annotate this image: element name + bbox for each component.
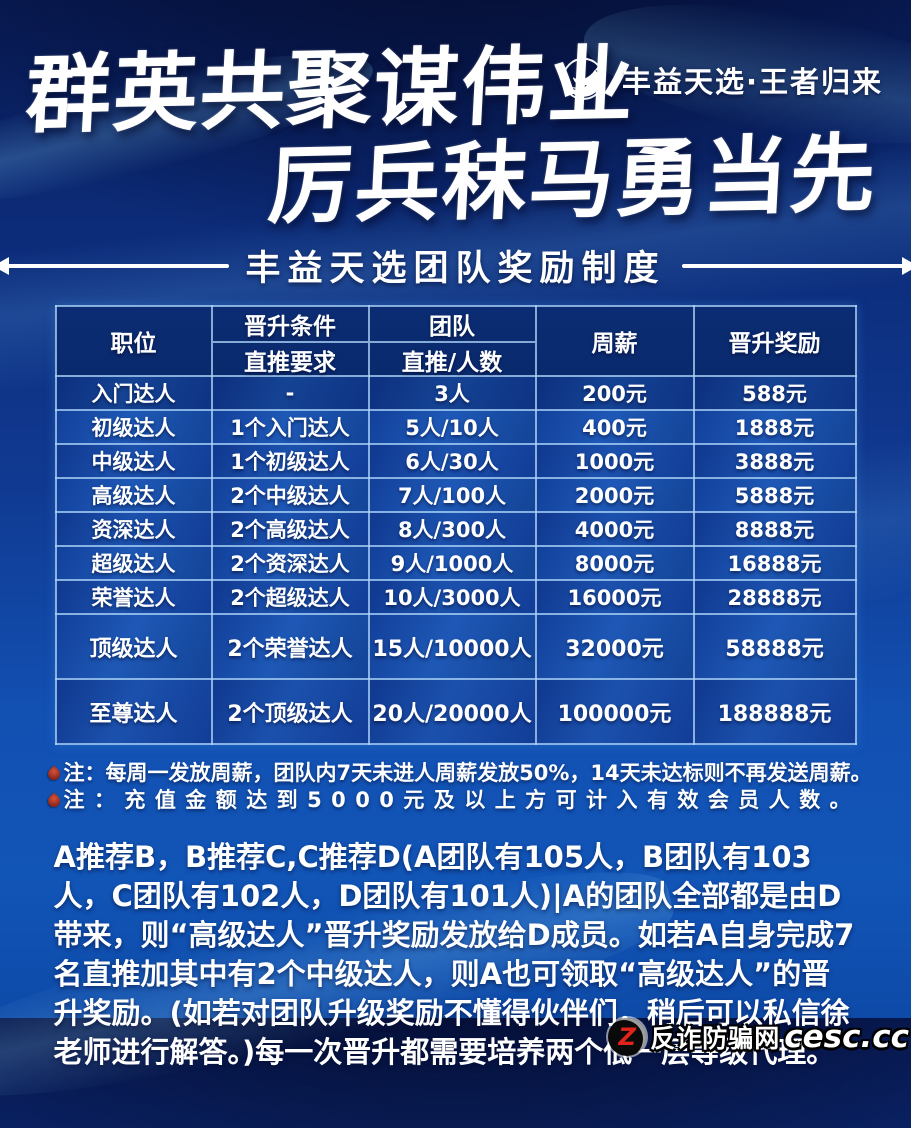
droplet-icon bbox=[45, 765, 62, 783]
cell-weekly: 8000元 bbox=[534, 545, 695, 582]
note-line: 注：每周一发放周薪，团队内7天未进人周薪发放50%，14天未达标则不再发送周薪。 bbox=[45, 760, 872, 787]
cell-bonus: 58888元 bbox=[692, 613, 857, 681]
table-row: 中级达人 1个初级达人 6人/30人 1000元 3888元 bbox=[54, 443, 857, 480]
cell-requirement: 2个超级达人 bbox=[210, 579, 370, 616]
cell-requirement: 2个资深达人 bbox=[210, 545, 370, 582]
header-condition-top: 晋升条件 bbox=[244, 314, 336, 341]
watermark-z-glyph: Z bbox=[618, 1023, 636, 1051]
table-header-row: 职位 晋升条件 直推要求 团队 直推/人数 周薪 晋升奖励 bbox=[54, 305, 857, 378]
cell-requirement: 2个中级达人 bbox=[210, 477, 370, 514]
cell-position: 顶级达人 bbox=[54, 613, 213, 681]
title-line-2: 厉兵秣马勇当先 bbox=[265, 125, 880, 237]
cell-position: 初级达人 bbox=[54, 409, 213, 446]
notes: 注：每周一发放周薪，团队内7天未进人周薪发放50%，14天未达标则不再发送周薪。… bbox=[45, 760, 872, 814]
cell-team: 9人/1000人 bbox=[367, 545, 537, 582]
note-line: 注：充值金额达到5000元及以上方可计入有效会员人数。 bbox=[45, 787, 864, 814]
cell-team: 6人/30人 bbox=[367, 443, 537, 480]
cell-weekly: 1000元 bbox=[534, 443, 695, 480]
table-row: 入门达人 - 3人 200元 588元 bbox=[54, 375, 857, 412]
cell-bonus: 8888元 bbox=[692, 511, 857, 548]
header-team-bottom: 直推/人数 bbox=[369, 341, 535, 377]
note-text: 注：每周一发放周薪，团队内7天未进人周薪发放50%，14天未达标则不再发送周薪。 bbox=[63, 761, 872, 786]
cell-team: 15人/10000人 bbox=[367, 613, 537, 681]
banner-label: 丰益天选团队奖励制度 bbox=[245, 249, 666, 290]
table-row: 至尊达人 2个顶级达人 20人/20000人 100000元 188888元 bbox=[54, 678, 857, 746]
watermark-site-name: 反诈防骗网 bbox=[650, 1024, 781, 1053]
cell-weekly: 200元 bbox=[534, 375, 695, 412]
right-arrow-icon bbox=[681, 256, 911, 275]
cell-team: 5人/10人 bbox=[367, 409, 537, 446]
cell-position: 至尊达人 bbox=[54, 678, 213, 746]
cell-requirement: - bbox=[210, 375, 370, 412]
cell-position: 中级达人 bbox=[54, 443, 213, 480]
whale-icon bbox=[558, 50, 614, 110]
watermark: Z 反诈防骗网 cesc.cc bbox=[608, 1018, 909, 1056]
cell-requirement: 2个高级达人 bbox=[210, 511, 370, 548]
cell-weekly: 32000元 bbox=[534, 613, 695, 681]
droplet-icon bbox=[45, 792, 62, 810]
table-row: 高级达人 2个中级达人 7人/100人 2000元 5888元 bbox=[54, 477, 857, 514]
cell-team: 20人/20000人 bbox=[367, 678, 537, 746]
cell-bonus: 16888元 bbox=[692, 545, 857, 582]
cell-requirement: 2个顶级达人 bbox=[210, 678, 370, 746]
header-team: 团队 直推/人数 bbox=[367, 305, 537, 378]
cell-team: 10人/3000人 bbox=[367, 579, 537, 616]
header-condition-bottom: 直推要求 bbox=[212, 341, 368, 377]
cell-weekly: 16000元 bbox=[534, 579, 695, 616]
cell-position: 超级达人 bbox=[54, 545, 213, 582]
header-condition: 晋升条件 直推要求 bbox=[210, 305, 370, 378]
banner: 丰益天选团队奖励制度 bbox=[0, 240, 911, 291]
cell-bonus: 5888元 bbox=[692, 477, 857, 514]
cell-bonus: 188888元 bbox=[692, 678, 857, 746]
table-row: 超级达人 2个资深达人 9人/1000人 8000元 16888元 bbox=[54, 545, 857, 582]
header-weekly: 周薪 bbox=[534, 305, 695, 378]
cell-team: 8人/300人 bbox=[367, 511, 537, 548]
brand: 丰益天选·王者归来 bbox=[558, 50, 883, 110]
header-position: 职位 bbox=[54, 305, 213, 378]
header-team-top: 团队 bbox=[429, 314, 475, 341]
cell-weekly: 400元 bbox=[534, 409, 695, 446]
header-bonus: 晋升奖励 bbox=[692, 305, 857, 378]
cell-requirement: 1个初级达人 bbox=[210, 443, 370, 480]
table-row: 荣誉达人 2个超级达人 10人/3000人 16000元 28888元 bbox=[54, 579, 857, 616]
cell-team: 3人 bbox=[367, 375, 537, 412]
table-row: 初级达人 1个入门达人 5人/10人 400元 1888元 bbox=[54, 409, 857, 446]
brand-name: 丰益天选·王者归来 bbox=[622, 65, 884, 99]
left-arrow-icon bbox=[0, 256, 230, 275]
anti-fraud-logo-icon: Z bbox=[608, 1018, 647, 1056]
cell-requirement: 2个荣誉达人 bbox=[210, 613, 370, 681]
cell-team: 7人/100人 bbox=[367, 477, 537, 514]
cell-position: 资深达人 bbox=[54, 511, 213, 548]
reward-table: 职位 晋升条件 直推要求 团队 直推/人数 周薪 晋升奖励 入门达人 - 3人 … bbox=[54, 305, 857, 746]
cell-weekly: 4000元 bbox=[534, 511, 695, 548]
cell-position: 荣誉达人 bbox=[54, 579, 213, 616]
cell-bonus: 588元 bbox=[692, 375, 857, 412]
cell-position: 入门达人 bbox=[54, 375, 213, 412]
table-row: 资深达人 2个高级达人 8人/300人 4000元 8888元 bbox=[54, 511, 857, 548]
cell-bonus: 3888元 bbox=[692, 443, 857, 480]
watermark-domain: cesc.cc bbox=[784, 1019, 909, 1055]
note-text: 注：充值金额达到5000元及以上方可计入有效会员人数。 bbox=[63, 788, 861, 813]
cell-bonus: 28888元 bbox=[692, 579, 857, 616]
cell-weekly: 2000元 bbox=[534, 477, 695, 514]
table-row: 顶级达人 2个荣誉达人 15人/10000人 32000元 58888元 bbox=[54, 613, 857, 681]
cell-weekly: 100000元 bbox=[534, 678, 695, 746]
cell-requirement: 1个入门达人 bbox=[210, 409, 370, 446]
cell-bonus: 1888元 bbox=[692, 409, 857, 446]
cell-position: 高级达人 bbox=[54, 477, 213, 514]
